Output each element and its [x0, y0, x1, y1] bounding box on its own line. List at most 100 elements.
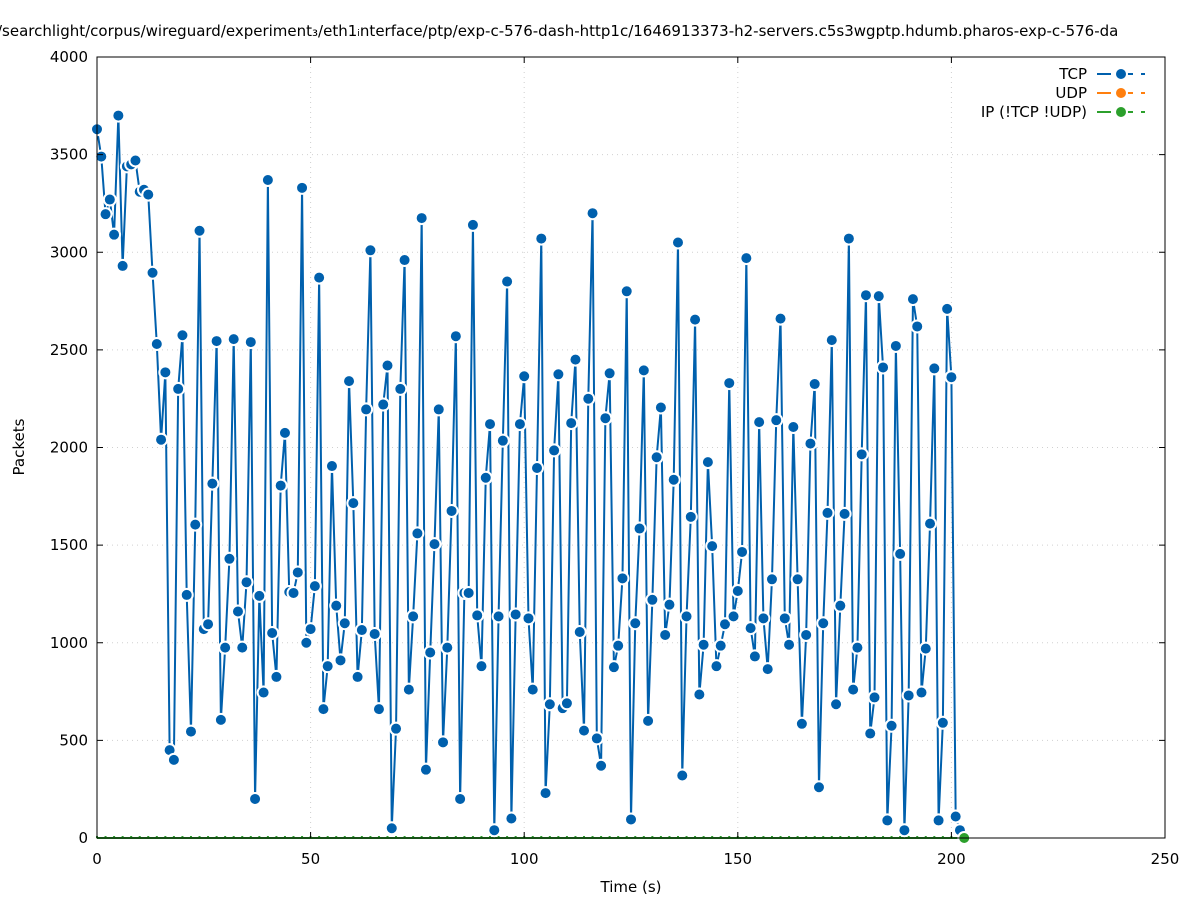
chart-title: /searchlight/corpus/wireguard/experiment…	[0, 22, 1118, 40]
tcp-data-point	[461, 585, 476, 600]
tcp-data-point	[893, 546, 908, 561]
tcp-data-point	[260, 173, 275, 188]
tcp-data-point	[542, 697, 557, 712]
tcp-data-point	[230, 604, 245, 619]
tcp-data-point	[222, 551, 237, 566]
tcp-data-point	[871, 289, 886, 304]
tcp-data-point	[581, 391, 596, 406]
tcp-data-point	[384, 821, 399, 836]
legend-marker	[1114, 105, 1128, 119]
tcp-data-point	[713, 638, 728, 653]
tcp-data-point	[756, 611, 771, 626]
tcp-data-point	[683, 509, 698, 524]
tcp-data-point	[269, 669, 284, 684]
tcp-data-point	[905, 292, 920, 307]
tcp-data-point	[397, 253, 412, 268]
y-tick-label: 4000	[50, 48, 88, 66]
tcp-data-point	[841, 231, 856, 246]
tcp-data-point	[846, 682, 861, 697]
tcp-data-point	[239, 575, 254, 590]
tcp-data-point	[418, 762, 433, 777]
legend-marker	[1114, 67, 1128, 81]
tcp-data-point	[256, 685, 271, 700]
tcp-data-point	[166, 752, 181, 767]
tcp-data-point	[248, 791, 263, 806]
legend-marker	[1114, 86, 1128, 100]
tcp-data-point	[183, 724, 198, 739]
tcp-data-point	[632, 521, 647, 536]
tcp-data-point	[350, 669, 365, 684]
tcp-data-point	[201, 617, 216, 632]
axis-ticks: 0 500 1000 1500 2000 2500 3000 3500 4000 0 50 100 15…	[50, 48, 1180, 868]
tcp-data-point	[769, 413, 784, 428]
tcp-data-point	[295, 180, 310, 195]
tcp-data-point	[747, 649, 762, 664]
tcp-data-point	[948, 809, 963, 824]
tcp-data-point	[440, 640, 455, 655]
tcp-data-point	[777, 611, 792, 626]
tcp-data-point	[474, 659, 489, 674]
tcp-data-point	[444, 503, 459, 518]
tcp-data-point	[628, 616, 643, 631]
tcp-data-point	[679, 609, 694, 624]
tcp-data-point	[670, 235, 685, 250]
tcp-data-point	[98, 207, 113, 222]
tcp-data-point	[696, 637, 711, 652]
tcp-data-point	[641, 713, 656, 728]
tcp-data-point	[149, 337, 164, 352]
tcp-data-point	[914, 685, 929, 700]
tcp-data-point	[700, 455, 715, 470]
tcp-data-point	[525, 682, 540, 697]
tcp-data-point	[128, 153, 143, 168]
tcp-data-point	[273, 478, 288, 493]
tcp-data-point	[606, 660, 621, 675]
tcp-data-point	[141, 187, 156, 202]
tcp-data-point	[559, 696, 574, 711]
tcp-data-point	[752, 415, 767, 430]
tcp-data-point	[312, 270, 327, 285]
y-tick-label: 0	[78, 829, 88, 847]
tcp-data-point	[483, 417, 498, 432]
tcp-data-point	[175, 328, 190, 343]
tcp-data-point	[880, 813, 895, 828]
tcp-data-point	[589, 731, 604, 746]
tcp-data-point	[145, 265, 160, 280]
y-tick-label: 1500	[50, 536, 88, 554]
tcp-data-point	[927, 361, 942, 376]
y-tick-label: 500	[59, 731, 88, 749]
tcp-data-point	[517, 369, 532, 384]
tcp-data-point	[730, 584, 745, 599]
tcp-data-point	[786, 419, 801, 434]
tcp-data-point	[329, 598, 344, 613]
tcp-data-point	[487, 823, 502, 838]
tcp-data-point	[342, 374, 357, 389]
tcp-data-point	[705, 539, 720, 554]
tcp-data-point	[299, 635, 314, 650]
tcp-data-point	[653, 400, 668, 415]
tcp-data-point	[803, 436, 818, 451]
tcp-data-point	[790, 572, 805, 587]
tcp-data-point	[551, 367, 566, 382]
tcp-data-point	[530, 461, 545, 476]
tcp-data-point	[448, 329, 463, 344]
y-tick-label: 2500	[50, 341, 88, 359]
tcp-data-point	[722, 376, 737, 391]
tcp-data-point	[265, 625, 280, 640]
tcp-data-point	[897, 823, 912, 838]
tcp-data-point	[491, 609, 506, 624]
tcp-data-point	[192, 223, 207, 238]
tcp-data-point	[594, 758, 609, 773]
tcp-data-point	[837, 506, 852, 521]
tcp-data-point	[764, 572, 779, 587]
tcp-data-point	[931, 813, 946, 828]
tcp-data-point	[577, 723, 592, 738]
legend-label: UDP	[1055, 84, 1087, 102]
x-tick-label: 50	[301, 850, 320, 868]
tcp-data-point	[888, 338, 903, 353]
tcp-data-point	[333, 653, 348, 668]
tcp-data-point	[585, 206, 600, 221]
x-tick-label: 250	[1151, 850, 1180, 868]
tcp-data-point	[675, 768, 690, 783]
